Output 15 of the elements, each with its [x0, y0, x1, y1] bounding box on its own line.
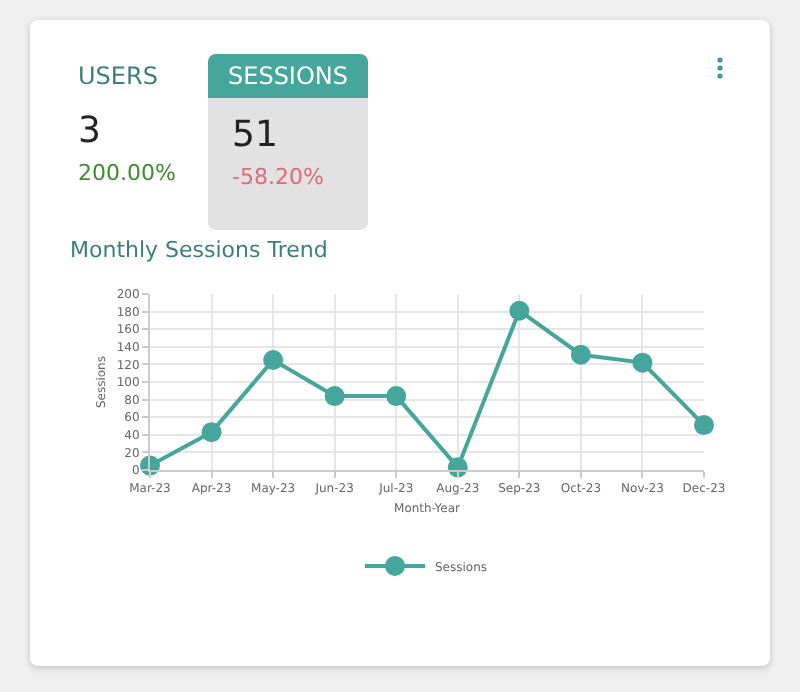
text: 51 — [230, 112, 280, 156]
point — [694, 415, 714, 436]
point — [570, 344, 591, 365]
point — [509, 300, 530, 321]
text: 200.00% — [76, 158, 178, 186]
point — [324, 386, 345, 407]
point — [263, 350, 284, 370]
text: 3 — [76, 108, 103, 152]
chart-title: Monthly Sessions Trend — [70, 237, 328, 264]
text: USERS — [76, 60, 160, 94]
text: SESSIONS — [208, 54, 368, 98]
point — [632, 352, 653, 373]
point — [201, 422, 222, 443]
point — [386, 386, 407, 407]
text: -58.20% — [230, 162, 326, 190]
